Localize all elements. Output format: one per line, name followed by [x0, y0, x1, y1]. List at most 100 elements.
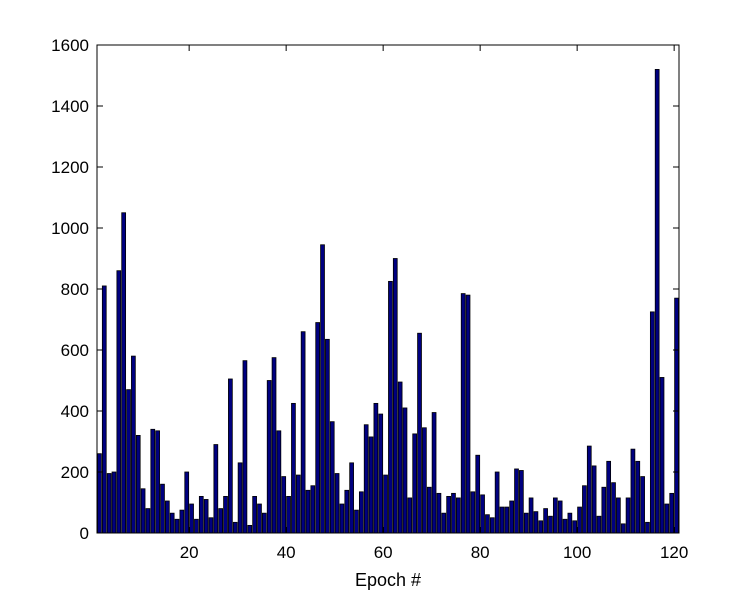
bar [354, 509, 359, 534]
bar [485, 514, 490, 534]
bar [247, 524, 253, 534]
bar [514, 468, 519, 534]
bar [494, 471, 500, 534]
bar [378, 413, 384, 534]
bar [460, 293, 466, 534]
bar [407, 497, 413, 534]
bar [591, 465, 597, 534]
bar [674, 297, 679, 534]
bar [97, 453, 102, 534]
bar [557, 500, 563, 534]
bar [160, 483, 165, 534]
bar [392, 258, 398, 534]
bar [281, 476, 287, 534]
bar [237, 462, 243, 534]
bar [426, 486, 432, 534]
bar [548, 515, 553, 534]
bar [402, 407, 408, 534]
bar [320, 244, 325, 534]
bar [228, 378, 233, 534]
bar [257, 503, 262, 534]
bar [504, 506, 510, 534]
bar [422, 427, 427, 534]
y-tick-label: 1200 [51, 158, 89, 177]
bar [101, 285, 107, 534]
bar [373, 402, 379, 534]
y-tick-label: 400 [61, 402, 89, 421]
bar [325, 338, 330, 534]
bar [271, 357, 277, 534]
bar [315, 322, 321, 534]
bar [470, 491, 476, 534]
bar [475, 454, 481, 534]
bar [601, 486, 607, 534]
bar [586, 445, 592, 534]
bar [611, 482, 616, 534]
y-tick-label: 1400 [51, 97, 89, 116]
bar [620, 523, 626, 534]
bar [358, 491, 364, 534]
bar [489, 517, 495, 534]
x-axis-title: Epoch # [355, 570, 421, 590]
bar [509, 500, 515, 534]
bar [480, 494, 485, 534]
bar [131, 355, 136, 534]
bar [179, 509, 185, 534]
bar [334, 473, 340, 534]
bar [266, 380, 272, 534]
bar [446, 495, 451, 534]
x-tick-label: 80 [471, 543, 490, 562]
bar [164, 500, 170, 534]
bar [645, 521, 650, 534]
bar [140, 488, 146, 534]
bar [455, 497, 461, 534]
bar [305, 489, 311, 534]
bar [412, 433, 418, 534]
bar [417, 332, 422, 534]
bar [577, 506, 582, 534]
bar [659, 377, 665, 534]
bar [363, 424, 369, 534]
bar [261, 512, 267, 534]
bar [582, 485, 587, 534]
bar [630, 448, 636, 534]
plot-area [97, 45, 679, 533]
bar [189, 503, 194, 534]
x-tick-label: 60 [374, 543, 393, 562]
bar [635, 460, 641, 534]
bar [116, 270, 122, 534]
bar [135, 434, 141, 534]
y-tick-label: 200 [61, 463, 89, 482]
bar [150, 428, 156, 534]
bar [625, 497, 631, 534]
bar [533, 511, 539, 534]
bar [300, 331, 306, 534]
bar [111, 471, 117, 534]
y-tick-label: 1600 [51, 36, 89, 55]
bar [552, 497, 558, 534]
bars-group [97, 69, 679, 534]
bar [169, 512, 175, 534]
y-tick-label: 0 [80, 524, 89, 543]
bar [368, 436, 374, 534]
x-tick-label: 20 [180, 543, 199, 562]
bar [286, 495, 291, 534]
bar [606, 460, 612, 534]
bar [388, 280, 393, 534]
bar [208, 517, 214, 534]
bar [213, 444, 219, 534]
bar [339, 503, 345, 534]
bar [616, 497, 621, 534]
bar [155, 430, 160, 534]
bar [106, 473, 112, 534]
bar [654, 69, 660, 534]
bar [649, 311, 655, 534]
bar [252, 495, 257, 534]
bar [451, 492, 456, 534]
bar [441, 512, 447, 534]
bar [295, 474, 301, 534]
bar [669, 492, 675, 534]
bar [523, 512, 529, 534]
bar [232, 521, 238, 534]
bar [242, 360, 248, 534]
